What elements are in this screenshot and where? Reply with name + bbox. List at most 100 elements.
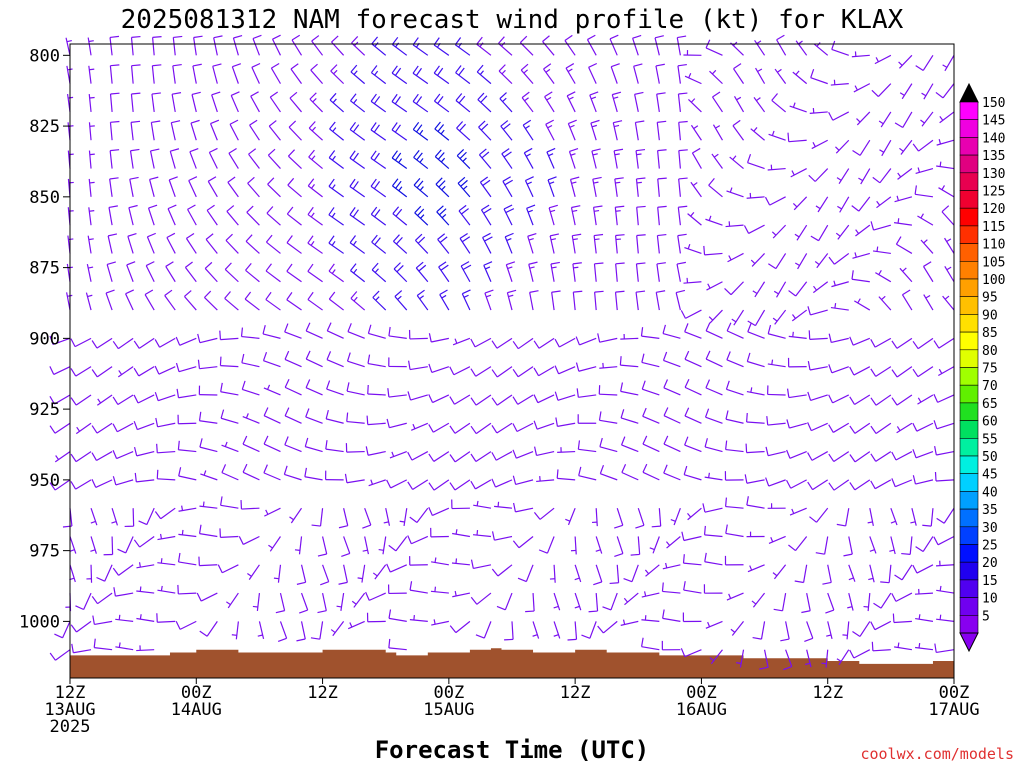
wind-barb	[113, 587, 134, 597]
wind-barb	[807, 361, 828, 371]
wind-barb	[367, 354, 386, 368]
wind-barb	[704, 552, 723, 566]
wind-barb	[792, 196, 808, 211]
wind-barb	[577, 414, 597, 424]
wind-barb	[117, 366, 134, 378]
wind-barb	[922, 508, 934, 527]
wind-barb	[934, 446, 955, 456]
wind-barb	[136, 614, 155, 622]
colorbar-top-arrow	[959, 82, 979, 103]
wind-barb	[392, 206, 408, 226]
wind-barb	[328, 291, 344, 311]
wind-barb	[371, 262, 387, 283]
wind-barb	[745, 443, 765, 454]
colorbar-swatch	[959, 172, 979, 191]
wind-barb	[205, 233, 218, 254]
wind-barb	[690, 124, 702, 141]
wind-barb	[751, 592, 766, 608]
x-tick-label: 00Z	[939, 683, 970, 703]
wind-barb	[112, 476, 134, 486]
x-tick-label: 17AUG	[928, 700, 979, 720]
wind-barb	[449, 451, 471, 463]
wind-barb	[808, 168, 829, 182]
wind-barb	[875, 270, 892, 283]
wind-barb	[103, 536, 114, 556]
wind-barb	[438, 261, 450, 283]
wind-barb	[351, 592, 366, 608]
wind-barb	[115, 614, 134, 622]
wind-barb	[724, 281, 744, 296]
wind-barb	[166, 232, 176, 254]
wind-barb	[901, 289, 913, 311]
wind-barb	[504, 621, 514, 641]
wind-barb	[434, 121, 450, 141]
wind-barb	[554, 365, 576, 375]
wind-barb	[449, 479, 471, 491]
wind-barb	[219, 356, 239, 368]
wind-barb	[190, 119, 200, 141]
wind-barb	[470, 559, 492, 570]
wind-barb	[185, 232, 197, 254]
wind-barb	[549, 564, 556, 583]
wind-barb	[933, 535, 955, 546]
wind-barb	[634, 91, 644, 113]
wind-barb	[767, 359, 786, 368]
surface-area	[70, 648, 954, 678]
wind-barb	[347, 323, 365, 339]
wind-barb	[896, 422, 913, 434]
wind-barb	[283, 465, 302, 481]
wind-barb	[571, 233, 582, 254]
wind-barb	[670, 507, 681, 526]
wind-barb	[226, 592, 239, 609]
wind-barb	[642, 463, 660, 481]
wind-barb	[428, 363, 450, 374]
wind-barb	[108, 205, 118, 226]
wind-barb	[387, 388, 407, 398]
wind-barb	[688, 98, 702, 113]
wind-barb	[837, 196, 850, 213]
wind-barb	[115, 642, 134, 651]
wind-barb	[252, 593, 261, 612]
y-axis: 800 825 850 875 900 925 950 975 1000	[19, 46, 70, 632]
y-tick-label: 975	[29, 542, 60, 562]
wind-barb	[613, 148, 624, 169]
wind-barb	[241, 380, 260, 396]
wind-barb	[461, 289, 471, 311]
wind-barb	[828, 394, 850, 404]
wind-barb	[91, 451, 113, 462]
wind-barb	[91, 366, 113, 378]
wind-barb	[920, 111, 934, 127]
wind-barb	[177, 584, 197, 595]
wind-barb	[177, 440, 197, 453]
wind-barb	[502, 176, 513, 198]
wind-barb	[399, 508, 408, 527]
wind-barb	[107, 233, 118, 254]
wind-barb	[915, 54, 934, 71]
colorbar-swatch	[959, 367, 979, 386]
wind-barb	[67, 178, 74, 197]
colorbar-label: 20	[982, 556, 998, 571]
wind-barb	[936, 614, 955, 622]
wind-barb	[138, 507, 155, 526]
wind-barb	[704, 408, 723, 424]
wind-barb	[702, 503, 723, 513]
wind-barb	[386, 563, 408, 573]
wind-barb	[512, 536, 534, 549]
wind-barb	[371, 36, 387, 56]
wind-barb	[198, 556, 218, 567]
wind-barb	[574, 564, 582, 583]
wind-barb	[126, 261, 136, 282]
wind-barb	[177, 414, 197, 425]
wind-barb	[346, 352, 365, 368]
wind-barb	[49, 479, 71, 491]
colorbar-swatch	[959, 420, 979, 439]
wind-barb	[598, 411, 618, 424]
wind-barb	[407, 535, 429, 545]
wind-barb	[177, 552, 197, 566]
wind-barb	[505, 261, 516, 282]
wind-barb	[662, 609, 681, 622]
wind-barb	[484, 289, 494, 311]
wind-barb	[428, 506, 450, 516]
wind-barb	[891, 592, 913, 602]
wind-barb	[593, 564, 603, 586]
